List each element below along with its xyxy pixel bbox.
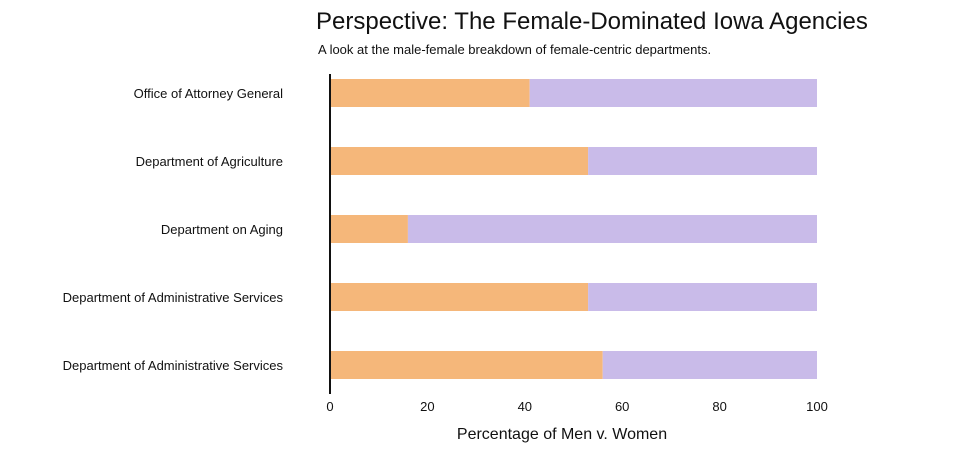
bar-segment-series-1 <box>330 215 408 243</box>
x-axis-ticks: 0 20 40 60 80 100 <box>326 399 827 414</box>
x-axis-title: Percentage of Men v. Women <box>457 426 667 443</box>
chart-subtitle: A look at the male-female breakdown of f… <box>318 42 712 57</box>
bar-segment-series-1 <box>330 147 589 175</box>
category-label: Department of Administrative Services <box>63 290 284 305</box>
bar-segment-series-2 <box>407 215 817 243</box>
chart-title: Perspective: The Female-Dominated Iowa A… <box>316 8 868 35</box>
category-labels: Office of Attorney General Department of … <box>63 86 284 373</box>
bar-segment-series-2 <box>588 283 817 311</box>
category-label: Department of Agriculture <box>136 154 283 169</box>
x-tick-label: 80 <box>712 399 726 414</box>
bar-segment-series-1 <box>330 351 603 379</box>
bar-segment-series-2 <box>588 147 817 175</box>
x-tick-label: 40 <box>518 399 532 414</box>
bar-segment-series-1 <box>330 79 530 107</box>
x-tick-label: 0 <box>326 399 333 414</box>
category-label: Office of Attorney General <box>134 86 283 101</box>
x-tick-label: 60 <box>615 399 629 414</box>
category-label: Department of Administrative Services <box>63 358 284 373</box>
bar-segment-series-2 <box>529 79 817 107</box>
bars-layer <box>330 79 817 379</box>
category-label: Department on Aging <box>161 222 283 237</box>
bar-segment-series-2 <box>602 351 817 379</box>
x-tick-label: 20 <box>420 399 434 414</box>
x-tick-label: 100 <box>806 399 828 414</box>
bar-segment-series-1 <box>330 283 589 311</box>
